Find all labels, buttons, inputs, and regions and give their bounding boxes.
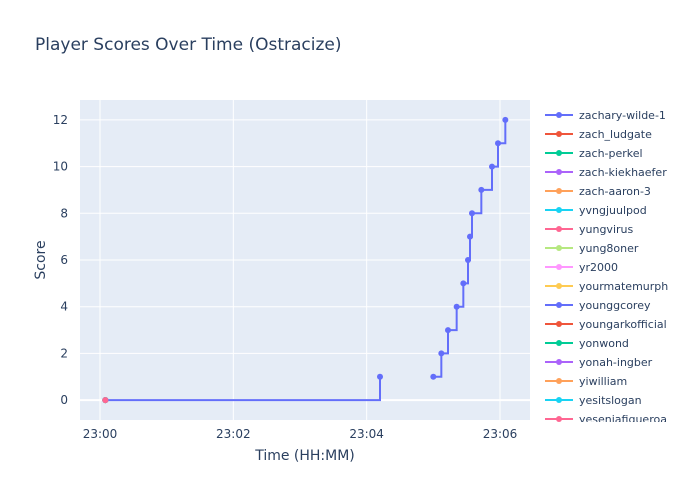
legend-marker	[556, 397, 562, 403]
legend-label: yungvirus	[579, 223, 633, 236]
data-point	[495, 140, 501, 147]
x-tick-label: 23:02	[216, 427, 251, 441]
legend-item[interactable]: zach-kiekhaefer	[545, 166, 667, 179]
legend[interactable]: zachary-wilde-1 zach_ludgate zach-perkel za…	[545, 109, 668, 426]
legend-label: youngarkofficial	[579, 318, 667, 331]
data-point	[445, 327, 451, 334]
legend-label: yesitslogan	[579, 394, 642, 407]
legend-item[interactable]: yeseniafigueroa	[545, 413, 667, 426]
y-tick-label: 6	[60, 253, 68, 267]
legend-item[interactable]: yungvirus	[545, 223, 633, 236]
legend-label: yiwilliam	[579, 375, 627, 388]
legend-item[interactable]: yesitslogan	[545, 394, 642, 407]
y-axis-ticks: 0 2 4 6 8 10 12	[53, 113, 68, 407]
data-point	[467, 233, 473, 240]
data-point	[377, 373, 383, 380]
legend-marker	[556, 359, 562, 365]
data-point	[469, 210, 475, 217]
legend-label: yvngjuulpod	[579, 204, 647, 217]
series-points	[102, 116, 509, 404]
legend-marker	[556, 131, 562, 137]
legend-item[interactable]: yr2000	[545, 261, 618, 274]
x-tick-label: 23:06	[483, 427, 518, 441]
data-point	[460, 280, 467, 287]
data-point	[489, 163, 495, 170]
legend-label: zach-aaron-3	[579, 185, 651, 198]
legend-marker	[556, 302, 562, 308]
legend-item[interactable]: yung8oner	[545, 242, 639, 255]
legend-marker	[556, 283, 562, 289]
legend-label: yonwond	[579, 337, 629, 350]
data-point	[453, 303, 460, 310]
legend-item[interactable]: yiwilliam	[545, 375, 627, 388]
legend-marker	[556, 188, 562, 194]
data-point	[465, 257, 471, 263]
legend-marker	[556, 340, 562, 346]
y-tick-label: 0	[60, 393, 68, 407]
data-point	[438, 350, 445, 357]
legend-item[interactable]: zach-aaron-3	[545, 185, 651, 198]
legend-marker	[556, 416, 562, 422]
y-tick-label: 10	[53, 160, 68, 174]
data-point	[478, 186, 485, 193]
grid	[80, 100, 530, 420]
legend-label: zach-perkel	[579, 147, 643, 160]
x-axis-ticks: 23:00 23:02 23:04 23:06	[83, 427, 518, 441]
legend-marker	[556, 226, 562, 232]
x-tick-label: 23:04	[349, 427, 384, 441]
legend-marker	[556, 245, 562, 251]
legend-item[interactable]: zachary-wilde-1	[545, 109, 666, 122]
legend-label: zach-kiekhaefer	[579, 166, 667, 179]
legend-marker	[556, 207, 562, 213]
legend-item[interactable]: yourmatemurph	[545, 280, 668, 293]
legend-label: yourmatemurph	[579, 280, 668, 293]
legend-marker	[556, 264, 562, 270]
legend-item[interactable]: youngarkofficial	[545, 318, 667, 331]
legend-marker	[556, 321, 562, 327]
legend-label: yonah-ingber	[579, 356, 653, 369]
data-point	[102, 397, 109, 404]
legend-marker	[556, 112, 562, 118]
legend-item[interactable]: zach_ludgate	[545, 128, 652, 141]
data-point	[430, 373, 437, 380]
legend-marker	[556, 169, 562, 175]
y-tick-label: 12	[53, 113, 68, 127]
data-point	[502, 116, 509, 123]
x-axis-title: Time (HH:MM)	[254, 448, 355, 464]
y-axis-title: Score	[33, 240, 49, 279]
x-tick-label: 23:00	[83, 427, 118, 441]
legend-item[interactable]: yvngjuulpod	[545, 204, 647, 217]
y-tick-label: 2	[60, 346, 68, 360]
series-line	[105, 376, 381, 402]
legend-item[interactable]: zach-perkel	[545, 147, 643, 160]
legend-label: younggcorey	[579, 299, 651, 312]
legend-label: yung8oner	[579, 242, 639, 255]
legend-item[interactable]: yonah-ingber	[545, 356, 653, 369]
legend-item[interactable]: younggcorey	[545, 299, 651, 312]
legend-marker	[556, 150, 562, 156]
y-tick-label: 4	[60, 300, 68, 314]
legend-label: zachary-wilde-1	[579, 109, 666, 122]
legend-item[interactable]: yonwond	[545, 337, 629, 350]
y-tick-label: 8	[60, 206, 68, 220]
legend-marker	[556, 378, 562, 384]
legend-label: yeseniafigueroa	[579, 413, 667, 426]
chart-title: Player Scores Over Time (Ostracize)	[35, 35, 342, 55]
legend-label: yr2000	[579, 261, 618, 274]
legend-label: zach_ludgate	[579, 128, 652, 141]
